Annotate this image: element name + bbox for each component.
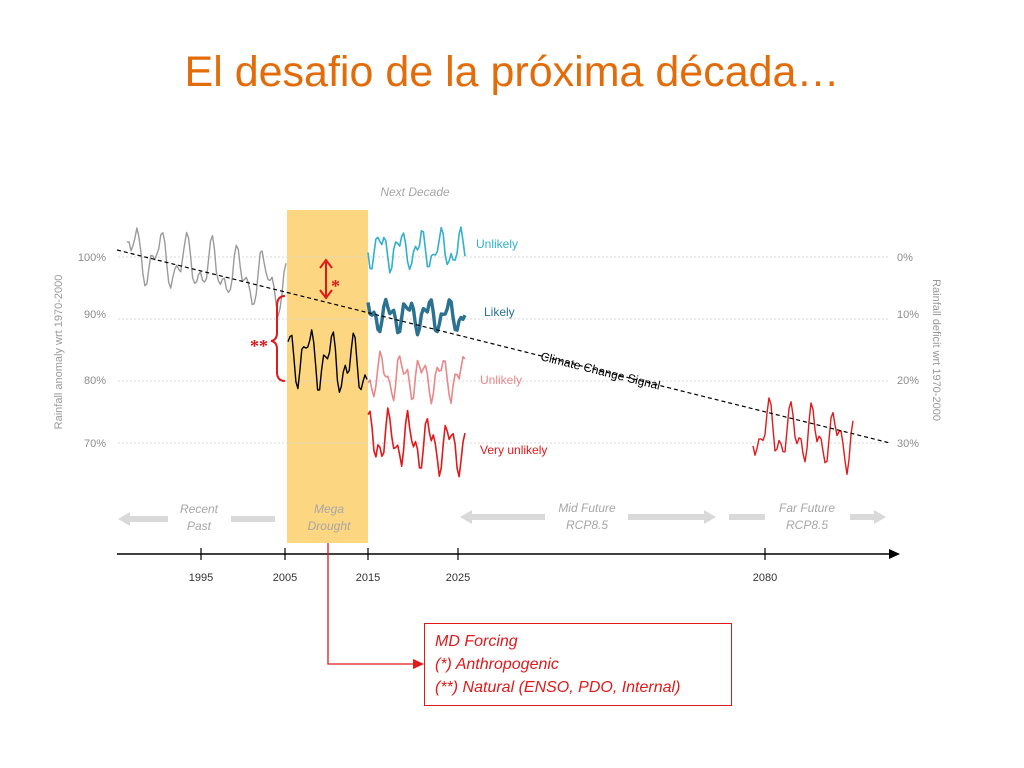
drought-rainfall-series: [287, 329, 368, 393]
far-future-arrow-right: [850, 510, 886, 524]
x-ticks: [200, 548, 766, 560]
x-tick-1995: 1995: [189, 572, 213, 584]
natural-brace: [270, 295, 286, 382]
mega-drought-label-2: Drought: [308, 519, 351, 533]
x-tick-2005: 2005: [273, 572, 297, 584]
mid-future-arrow-right: [628, 510, 716, 524]
natural-double-star: **: [250, 336, 268, 356]
y-tick-90: 90%: [84, 309, 106, 321]
y-tick-80: 80%: [84, 375, 106, 387]
y-tick-100: 100%: [78, 252, 106, 264]
md-forcing-legend: MD Forcing (*) Anthropogenic (**) Natura…: [424, 623, 732, 706]
recent-past-arrow-left: [118, 512, 168, 526]
legend-line-2: (*) Anthropogenic: [435, 656, 559, 673]
scenario-series-very-unlikely: [367, 407, 466, 478]
recent-past-arrow-right: [231, 516, 275, 522]
anthropogenic-star: *: [331, 276, 340, 296]
mega-drought-label-1: Mega: [314, 502, 344, 516]
y-axis-label: Rainfall anomaly wrt 1970-2000: [53, 275, 65, 430]
legend-line-1: MD Forcing: [435, 633, 518, 650]
y-tick-right-0: 0%: [897, 252, 913, 264]
next-decade-label: Next Decade: [380, 185, 450, 199]
y-tick-70: 70%: [84, 438, 106, 450]
far-future-label-2: RCP8.5: [786, 518, 828, 532]
x-tick-2080: 2080: [753, 572, 777, 584]
x-axis-arrowhead: [889, 549, 900, 559]
scenario-label-unlikely-high: Unlikely: [476, 237, 518, 251]
climate-change-trend-line: [116, 249, 891, 444]
period-arrows: [118, 510, 886, 526]
gridlines: [118, 256, 890, 444]
mid-future-arrow-left: [460, 510, 545, 524]
past-rainfall-series: [126, 227, 287, 318]
scenario-series-likely: [366, 297, 467, 337]
recent-past-label-1: Recent: [180, 502, 219, 516]
y-axis-label-right: Rainfall deficit wrt 1970-2000: [930, 279, 942, 421]
far-future-arrow-left: [729, 514, 765, 520]
far-future-label-1: Far Future: [779, 501, 835, 515]
legend-connector-arrowhead: [413, 659, 424, 669]
x-tick-2025: 2025: [446, 572, 470, 584]
anthropogenic-arrow: [319, 258, 333, 300]
series-group: [126, 226, 854, 478]
recent-past-label-2: Past: [187, 519, 212, 533]
far-future-rainfall-series: [752, 397, 854, 475]
scenario-label-very-unlikely: Very unlikely: [480, 443, 547, 457]
y-tick-right-20: 20%: [897, 375, 919, 387]
trend-label: Climate Change Signal: [539, 349, 661, 392]
scenario-series-unlikely-low: [367, 350, 466, 405]
scenario-series-unlikely-high: [367, 226, 466, 274]
mid-future-label-1: Mid Future: [558, 501, 616, 515]
legend-connector: [327, 543, 414, 665]
scenario-label-unlikely-low: Unlikely: [480, 373, 522, 387]
scenario-label-likely: Likely: [484, 305, 515, 319]
page-title: El desafio de la próxima década…: [184, 48, 840, 96]
y-tick-right-30: 30%: [897, 438, 919, 450]
y-tick-right-10: 10%: [897, 309, 919, 321]
legend-line-3: (**) Natural (ENSO, PDO, Internal): [435, 679, 681, 696]
mid-future-label-2: RCP8.5: [566, 518, 608, 532]
x-tick-2015: 2015: [356, 572, 380, 584]
mega-drought-band: [287, 210, 368, 543]
